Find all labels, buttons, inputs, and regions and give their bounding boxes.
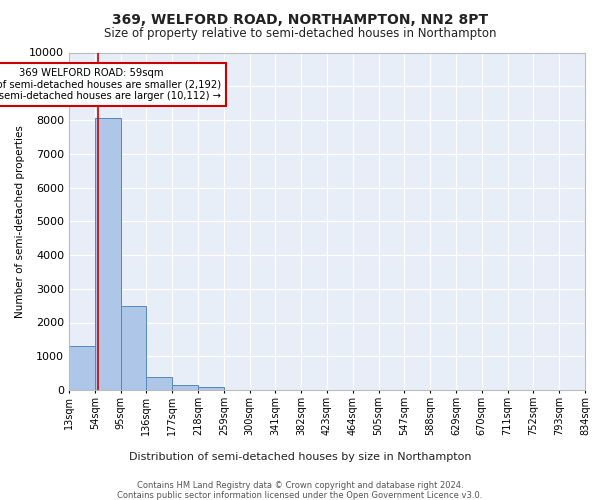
Y-axis label: Number of semi-detached properties: Number of semi-detached properties xyxy=(15,125,25,318)
Text: Size of property relative to semi-detached houses in Northampton: Size of property relative to semi-detach… xyxy=(104,28,496,40)
Text: 369, WELFORD ROAD, NORTHAMPTON, NN2 8PT: 369, WELFORD ROAD, NORTHAMPTON, NN2 8PT xyxy=(112,12,488,26)
Bar xyxy=(95,118,121,390)
Bar xyxy=(198,386,224,390)
Text: Distribution of semi-detached houses by size in Northampton: Distribution of semi-detached houses by … xyxy=(129,452,471,462)
Bar xyxy=(69,346,95,390)
Bar xyxy=(146,376,172,390)
Text: 369 WELFORD ROAD: 59sqm
← 18% of semi-detached houses are smaller (2,192)
82% of: 369 WELFORD ROAD: 59sqm ← 18% of semi-de… xyxy=(0,68,221,101)
Bar xyxy=(172,385,198,390)
Text: Contains public sector information licensed under the Open Government Licence v3: Contains public sector information licen… xyxy=(118,490,482,500)
Bar xyxy=(121,306,146,390)
Text: Contains HM Land Registry data © Crown copyright and database right 2024.: Contains HM Land Registry data © Crown c… xyxy=(137,480,463,490)
